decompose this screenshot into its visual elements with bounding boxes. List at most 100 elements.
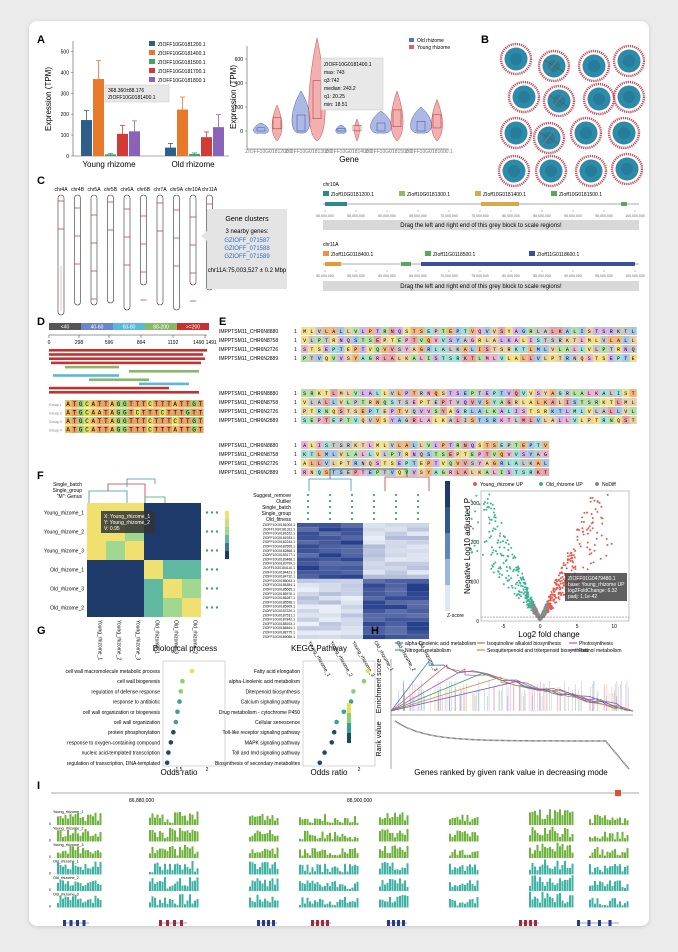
volcano-point — [549, 599, 552, 602]
volcano-point — [601, 522, 604, 525]
coverage-bar — [606, 905, 609, 908]
residue: A — [449, 409, 452, 415]
volcano-point — [467, 513, 470, 516]
heat-cell — [385, 535, 407, 541]
volcano-point — [493, 516, 496, 519]
volcano-point — [545, 604, 548, 607]
corr-cell — [144, 541, 163, 560]
residue: T — [442, 329, 445, 335]
y-tick-label: 200 — [235, 105, 244, 111]
base-cell — [96, 425, 103, 433]
residue-cell — [337, 327, 345, 335]
coverage-bar — [456, 830, 459, 842]
y-tick-label: 100 — [61, 133, 70, 139]
colorbar-cell — [445, 507, 450, 533]
coverage-bar — [154, 863, 156, 875]
bp-dotplot[interactable]: cell wall macromolecule metabolic proces… — [66, 660, 226, 773]
seq-start: 1 — [294, 470, 297, 476]
residue-cell — [395, 345, 404, 353]
drag-block[interactable] — [323, 220, 639, 230]
blast-hits[interactable] — [49, 349, 207, 394]
genome-browser-tracks: chr10A ZIoff10G0181200.1 ZIoff10G0181300… — [316, 182, 645, 291]
region-marker[interactable] — [615, 790, 621, 796]
coverage-bar — [269, 850, 271, 858]
annot-dot — [372, 517, 376, 521]
base: T — [154, 401, 158, 408]
residue: L — [507, 461, 510, 467]
coverage-bar — [469, 854, 471, 858]
coverage-bar — [316, 881, 319, 891]
volcano-point — [490, 553, 493, 556]
cluster-gene-link[interactable]: GZIOFF_071589 — [224, 254, 270, 260]
bar-marks[interactable] — [81, 60, 224, 156]
violin-x-tick: ZIOFF10G0181300.1 — [285, 149, 333, 155]
coverage-bar — [346, 853, 349, 858]
annot-dot — [210, 587, 214, 590]
coverage-bar — [461, 814, 464, 825]
coverage-bar — [69, 845, 72, 858]
residue-cell — [330, 327, 338, 335]
coverage-bar — [274, 820, 276, 825]
y-tick-label: 400 — [235, 81, 244, 87]
coverage-bar — [74, 850, 77, 858]
volcano-point — [483, 508, 486, 511]
coverage-bar — [276, 868, 279, 875]
exon — [577, 920, 580, 926]
residue: A — [413, 356, 416, 362]
coverage-bar — [184, 885, 186, 891]
coverage-bar — [456, 854, 459, 858]
residue-cell — [571, 398, 579, 406]
heat-cell — [407, 630, 429, 635]
residue-cell — [490, 459, 499, 467]
coverage-bar — [596, 866, 599, 875]
base-cell — [102, 425, 110, 433]
annot-dot — [416, 505, 420, 509]
coverage-bar — [156, 862, 159, 875]
panel-b: B — [481, 34, 646, 188]
y-tick-label: 0 — [66, 154, 69, 160]
chromosome — [107, 194, 114, 304]
residue: L — [544, 418, 547, 424]
gene-label: ZIOFF10G0184732.1 — [263, 575, 295, 579]
residue-cell — [374, 416, 382, 424]
residue: Y — [529, 452, 532, 458]
chromosome-ideogram[interactable]: chr4A chr4B chr5A chr5B chr6A chr6B chr7A chr9A… — [54, 187, 218, 316]
residue: A — [544, 329, 547, 335]
base: G — [123, 427, 127, 434]
cluster-gene-link[interactable]: GZIOFF_071588 — [224, 246, 270, 252]
dot — [178, 689, 184, 694]
cluster-gene-link[interactable]: GZIOFF_071587 — [224, 238, 270, 244]
residue: S — [537, 391, 540, 397]
coverage-tracks[interactable]: Young_rhizome_10Young_rhizome_20Young_rh… — [49, 809, 629, 909]
residue-cell — [534, 398, 542, 406]
gene-label: ZIOFF10G0181622.1 — [263, 532, 295, 536]
residue-cell — [308, 441, 316, 449]
residue-cell — [534, 407, 542, 415]
heat-cell — [407, 583, 429, 588]
coverage-bar — [471, 899, 474, 908]
coverage-bar — [626, 884, 629, 891]
axis-label: 1490 1491 — [193, 340, 217, 346]
heat-cell — [341, 600, 363, 605]
coverage-bar — [154, 897, 156, 908]
residue-cell — [512, 389, 520, 397]
col-label: Old_rhizome_1 — [154, 620, 160, 654]
gene-label: ZIOFF10G0186598.1 — [263, 600, 295, 604]
scale-label: 65,000,000 — [409, 274, 427, 278]
coverage-bar — [474, 864, 476, 875]
residue: A — [332, 329, 335, 335]
circos-plots[interactable] — [497, 42, 646, 188]
drag-block[interactable] — [323, 281, 639, 291]
panel-i-label: I — [37, 780, 40, 792]
coverage-bar — [196, 899, 199, 908]
residue-cell — [490, 354, 499, 362]
residue-cell — [330, 389, 338, 397]
coverage-bar — [276, 847, 279, 858]
residue-cell — [403, 416, 411, 424]
coverage-bar — [319, 884, 321, 891]
coverage-bar — [72, 861, 74, 875]
gsea-plot[interactable] — [390, 659, 634, 770]
